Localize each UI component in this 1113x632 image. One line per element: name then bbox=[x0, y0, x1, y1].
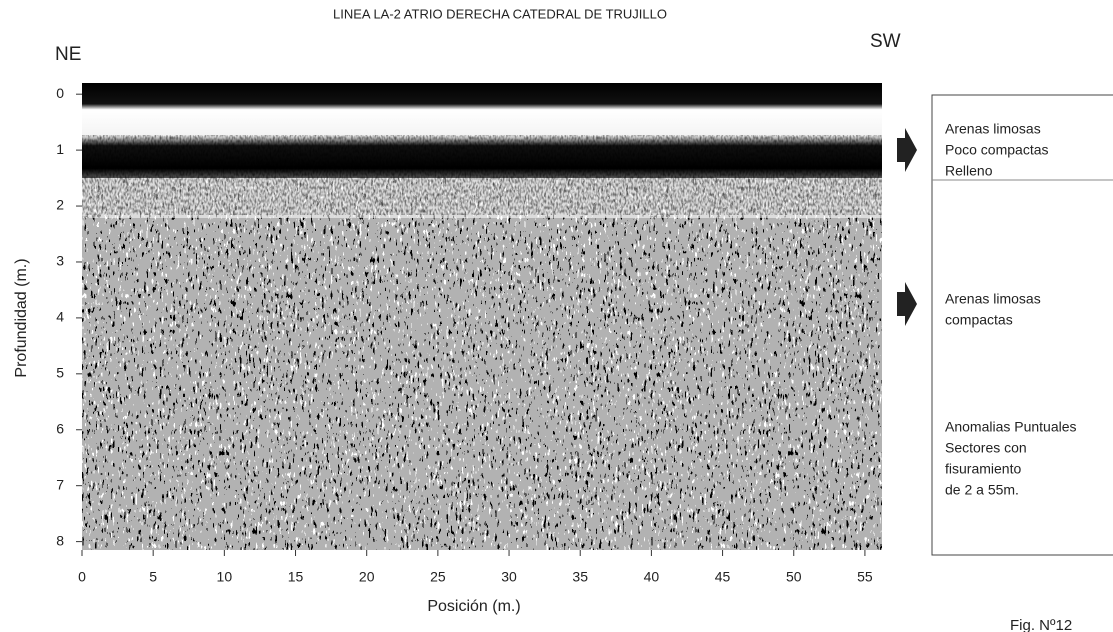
annotation-text: Arenas limosas bbox=[945, 291, 1041, 307]
legend-box bbox=[897, 94, 1113, 556]
radargram-image bbox=[82, 83, 882, 550]
x-tick-label: 5 bbox=[149, 569, 157, 585]
y-tick-label: 1 bbox=[56, 141, 64, 157]
annotation-text: Anomalias Puntuales bbox=[945, 419, 1077, 435]
y-tick-label: 0 bbox=[56, 85, 64, 101]
y-tick-label: 6 bbox=[56, 420, 64, 436]
x-axis-label: Posición (m.) bbox=[427, 598, 520, 615]
x-tick-label: 50 bbox=[786, 569, 802, 585]
x-tick-label: 35 bbox=[572, 569, 588, 585]
annotation-text: Arenas limosas bbox=[945, 121, 1041, 137]
y-axis-label: Profundidad (m.) bbox=[13, 258, 30, 377]
x-tick-label: 15 bbox=[288, 569, 304, 585]
x-tick-label: 20 bbox=[359, 569, 375, 585]
x-tick-label: 55 bbox=[857, 569, 873, 585]
right-label: SW bbox=[870, 31, 901, 52]
chart-title: LINEA LA-2 ATRIO DERECHA CATEDRAL DE TRU… bbox=[333, 6, 667, 21]
y-tick-label: 4 bbox=[56, 309, 64, 325]
y-tick-label: 5 bbox=[56, 365, 64, 381]
annotation-text: de 2 a 55m. bbox=[945, 482, 1019, 498]
y-tick-label: 3 bbox=[56, 253, 64, 269]
figure-label: Fig. Nº12 bbox=[1010, 617, 1072, 632]
left-label: NE bbox=[55, 44, 81, 65]
y-tick-label: 7 bbox=[56, 476, 64, 492]
x-tick-label: 10 bbox=[217, 569, 233, 585]
x-tick-label: 25 bbox=[430, 569, 446, 585]
annotation-text: Poco compactas bbox=[945, 142, 1049, 158]
annotation-text: compactas bbox=[945, 312, 1013, 328]
x-tick-label: 40 bbox=[644, 569, 660, 585]
y-tick-label: 2 bbox=[56, 197, 64, 213]
annotation-text: fisuramiento bbox=[945, 461, 1021, 477]
x-tick-label: 0 bbox=[78, 569, 86, 585]
y-tick-label: 8 bbox=[56, 532, 64, 548]
x-tick-label: 45 bbox=[715, 569, 731, 585]
annotation-text: Relleno bbox=[945, 163, 993, 179]
x-tick-label: 30 bbox=[501, 569, 517, 585]
annotation-text: Sectores con bbox=[945, 440, 1027, 456]
